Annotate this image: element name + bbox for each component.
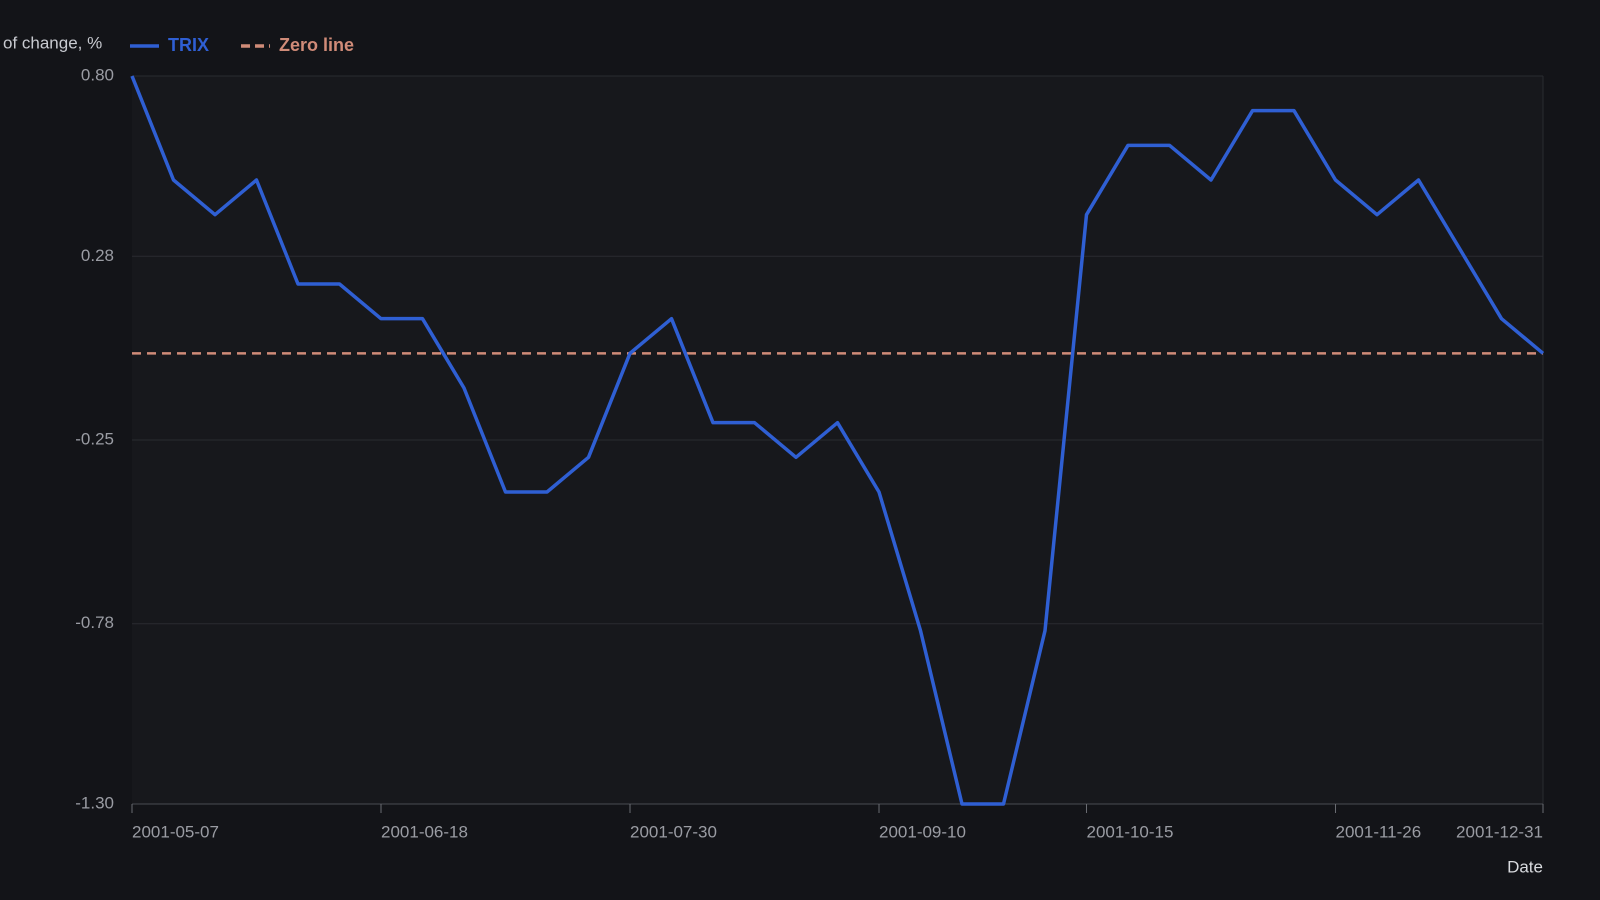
y-tick-label: -0.25	[75, 429, 114, 448]
y-tick-label: -0.78	[75, 613, 114, 632]
x-tick-label: 2001-05-07	[132, 822, 219, 841]
x-axis-label: Date	[1507, 857, 1543, 876]
x-tick-label: 2001-09-10	[879, 822, 966, 841]
y-tick-label: 0.28	[81, 246, 114, 265]
y-tick-label: 0.80	[81, 65, 114, 84]
x-tick-label: 2001-10-15	[1087, 822, 1174, 841]
x-tick-label: 2001-12-31	[1456, 822, 1543, 841]
x-tick-label: 2001-06-18	[381, 822, 468, 841]
legend-label: Zero line	[279, 35, 354, 55]
series-line	[130, 75, 1545, 806]
x-tick-label: 2001-11-26	[1336, 822, 1422, 841]
x-tick-label: 2001-07-30	[630, 822, 717, 841]
y-axis-label: of change, %	[3, 33, 102, 52]
y-tick-label: -1.30	[75, 793, 114, 812]
legend-label: TRIX	[168, 35, 209, 55]
